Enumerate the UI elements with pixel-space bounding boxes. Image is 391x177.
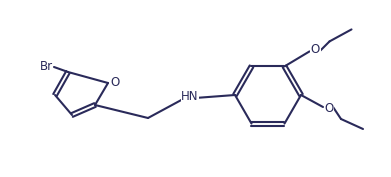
- Text: O: O: [311, 43, 320, 56]
- Text: O: O: [110, 76, 120, 90]
- Text: O: O: [325, 102, 334, 116]
- Text: HN: HN: [181, 90, 199, 102]
- Text: Br: Br: [39, 61, 52, 73]
